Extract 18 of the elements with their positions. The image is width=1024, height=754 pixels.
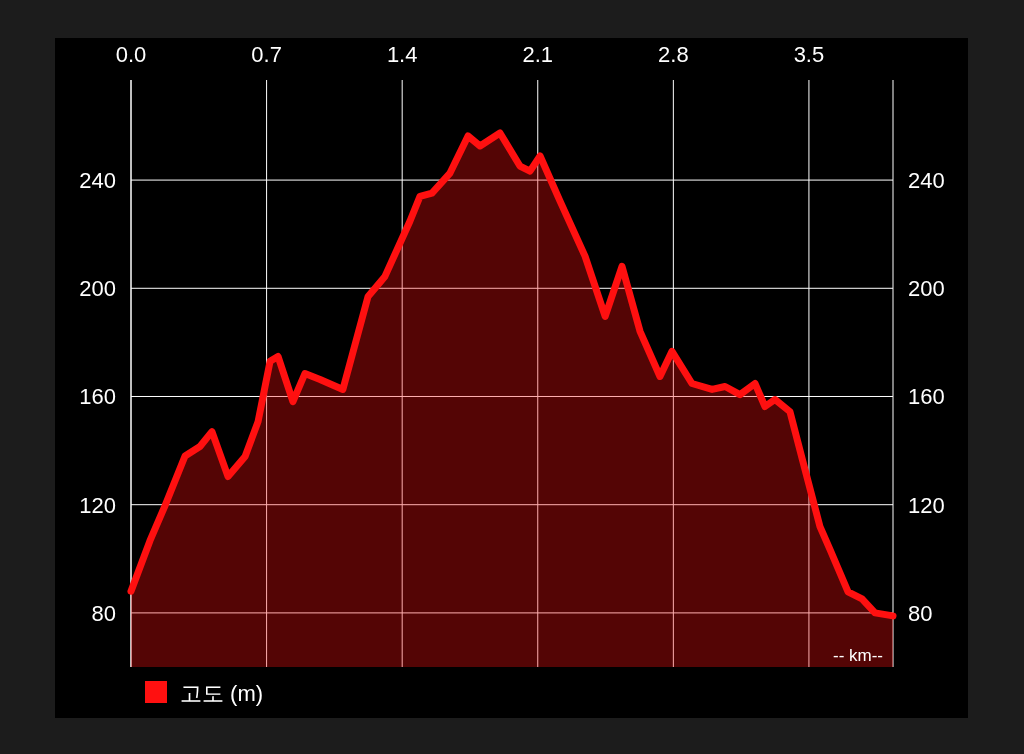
x-tick-label: 3.5 (793, 42, 825, 67)
x-tick-label: 2.1 (522, 42, 554, 67)
y-tick-label: 160 (79, 384, 116, 410)
x-tick-label: 2.8 (658, 42, 689, 67)
legend-label: 고도 (m) (180, 681, 264, 706)
x-axis-title: -- km-- (832, 646, 883, 665)
x-tick-label: 0.7 (251, 42, 282, 67)
y2-tick-label: 240 (908, 168, 945, 194)
x-tick-label: 1.4 (386, 42, 418, 67)
y2-tick-label: 120 (908, 492, 945, 518)
y2-tick-label: 160 (908, 384, 945, 410)
y-tick-label: 80 (91, 600, 116, 626)
y2-tick-label: 200 (908, 276, 945, 302)
x-tick-label: 0.0 (115, 42, 147, 67)
y-tick-label: 200 (79, 276, 116, 302)
y2-tick-label: 80 (908, 600, 933, 626)
y-tick-label: 240 (79, 168, 116, 194)
y-tick-label: 120 (79, 492, 116, 518)
